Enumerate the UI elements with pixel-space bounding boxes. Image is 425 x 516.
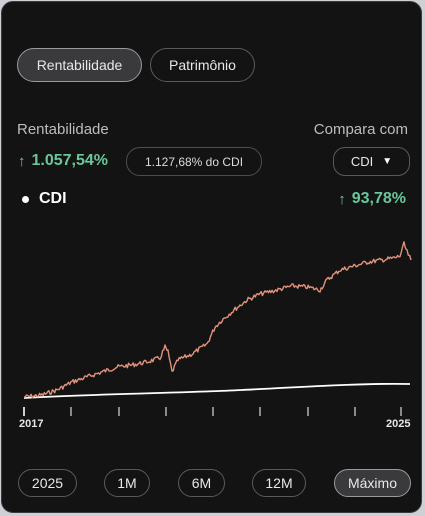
benchmark-return: ↑ 93,78% — [338, 190, 406, 208]
cdi-comparison-badge: 1.127,68% do CDI — [126, 147, 262, 176]
timeline-tick — [354, 407, 356, 416]
period-6m-button[interactable]: 6M — [178, 469, 225, 497]
tab-rentabilidade[interactable]: Rentabilidade — [17, 48, 142, 82]
axis-end-label: 2025 — [386, 418, 411, 430]
benchmark-line — [23, 382, 411, 399]
compare-select-value: CDI — [350, 154, 374, 169]
period-1m-button[interactable]: 1M — [104, 469, 150, 497]
timeline-tick — [70, 407, 72, 416]
portfolio-return-value: 1.057,54% — [31, 152, 109, 169]
performance-chart — [23, 241, 412, 416]
compare-label: Compara com — [313, 121, 408, 138]
portfolio-line — [23, 241, 412, 399]
timeline-tick — [165, 407, 167, 416]
benchmark-name: CDI — [39, 190, 67, 207]
benchmark-return-value: 93,78% — [351, 190, 406, 207]
return-title: Rentabilidade — [17, 121, 109, 138]
axis-start-label: 2017 — [19, 418, 44, 430]
tab-patrimonio[interactable]: Patrimônio — [150, 48, 255, 82]
period-maximo-button[interactable]: Máximo — [334, 469, 411, 497]
chevron-down-icon: ▼ — [382, 156, 393, 167]
portfolio-return: ↑ 1.057,54% — [18, 152, 108, 170]
benchmark-legend: CDI — [22, 190, 67, 208]
timeline-tick — [400, 407, 402, 416]
arrow-up-icon: ↑ — [18, 152, 26, 170]
compare-select[interactable]: CDI ▼ — [333, 147, 410, 176]
period-12m-button[interactable]: 12M — [252, 469, 306, 497]
period-2025-button[interactable]: 2025 — [18, 469, 77, 497]
timeline-tick — [259, 407, 261, 416]
timeline-tick — [212, 407, 214, 416]
timeline-tick — [307, 407, 309, 416]
timeline-tick — [118, 407, 120, 416]
timeline-ticks — [23, 407, 402, 416]
arrow-up-icon: ↑ — [338, 190, 346, 208]
timeline-tick — [23, 407, 25, 416]
benchmark-dot-icon — [22, 195, 29, 203]
